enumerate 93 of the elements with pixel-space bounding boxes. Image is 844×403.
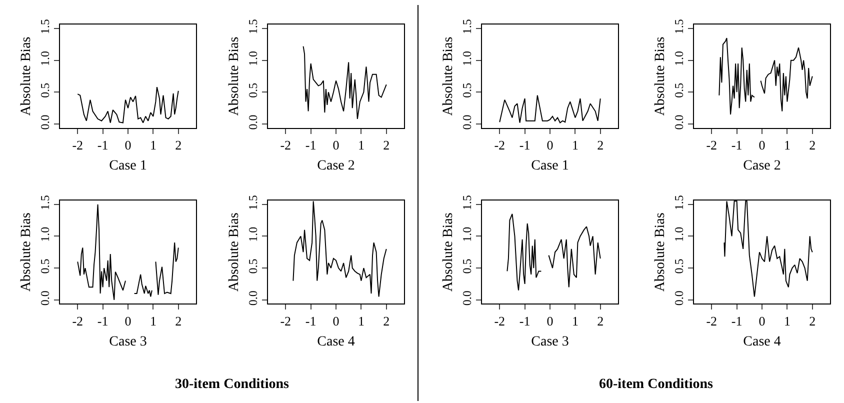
x-tick-label: -1 <box>731 137 742 152</box>
x-axis-title: Case 2 <box>317 158 355 174</box>
x-tick-label: -1 <box>305 313 316 328</box>
x-tick-label: 2 <box>383 137 390 152</box>
y-axis-title: Absolute Bias <box>226 36 242 116</box>
y-tick-label: 1.5 <box>672 195 686 210</box>
line-series <box>77 86 179 124</box>
y-tick-label: 0.0 <box>246 290 260 306</box>
x-tick-label: 0 <box>332 137 340 152</box>
y-axis-title: Absolute Bias <box>226 212 242 292</box>
x-tick-label: -2 <box>706 313 718 328</box>
x-tick-label: 0 <box>758 313 766 328</box>
y-axis-title: Absolute Bias <box>652 36 668 116</box>
x-tick-label: -2 <box>706 137 718 152</box>
x-tick-label: 2 <box>809 313 816 328</box>
y-tick-label: 0.5 <box>246 82 260 98</box>
y-tick-label: 1.5 <box>246 19 260 34</box>
y-tick-label: 1.0 <box>460 51 474 66</box>
x-tick-label: 1 <box>572 313 578 328</box>
line-series <box>499 94 601 124</box>
x-tick-label: -2 <box>280 137 292 152</box>
x-tick-label: -2 <box>494 137 506 152</box>
y-axis-title: Absolute Bias <box>440 36 456 116</box>
x-tick-label: 0 <box>758 137 766 152</box>
x-tick-label: 1 <box>572 137 578 152</box>
y-tick-label: 0.0 <box>246 114 260 130</box>
y-tick-label: 0.0 <box>460 114 474 130</box>
y-tick-label: 0.5 <box>672 82 686 98</box>
y-tick-label: 0.5 <box>246 258 260 274</box>
y-tick-label: 0.5 <box>460 82 474 98</box>
x-tick-label: 1 <box>358 313 364 328</box>
text: 60-item Conditions <box>599 377 714 392</box>
x-tick-label: 2 <box>175 137 182 152</box>
line-series <box>302 46 387 120</box>
y-tick-label: 1.5 <box>460 195 474 210</box>
y-axis-title: Absolute Bias <box>652 212 668 292</box>
x-tick-label: 1 <box>358 137 364 152</box>
x-axis-title: Case 3 <box>109 334 147 350</box>
x-tick-label: -2 <box>494 313 506 328</box>
x-tick-label: 0 <box>332 313 340 328</box>
y-tick-label: 0.0 <box>38 290 52 306</box>
y-tick-label: 1.5 <box>672 19 686 34</box>
x-tick-label: 0 <box>546 313 554 328</box>
y-tick-label: 1.0 <box>672 51 686 66</box>
y-axis-title: Absolute Bias <box>440 212 456 292</box>
x-tick-label: -1 <box>519 137 530 152</box>
x-tick-label: 2 <box>597 137 604 152</box>
x-axis-title: Case 3 <box>531 334 569 350</box>
x-tick-label: 0 <box>124 137 132 152</box>
y-tick-label: 1.0 <box>38 51 52 66</box>
x-axis-title: Case 4 <box>743 334 781 350</box>
y-tick-label: 0.5 <box>672 258 686 274</box>
y-tick-label: 1.5 <box>246 195 260 210</box>
y-tick-label: 1.5 <box>38 19 52 34</box>
y-tick-label: 1.5 <box>38 195 52 210</box>
x-axis-title: Case 2 <box>743 158 781 174</box>
y-tick-label: 1.0 <box>672 226 686 242</box>
x-tick-label: 2 <box>383 313 390 328</box>
y-tick-label: 1.0 <box>460 226 474 242</box>
x-tick-label: 1 <box>784 313 790 328</box>
x-tick-label: 2 <box>597 313 604 328</box>
x-tick-label: 1 <box>784 137 790 152</box>
text: 30-item Conditions <box>175 377 290 392</box>
y-tick-label: 1.0 <box>38 226 52 242</box>
x-tick-label: -1 <box>519 313 530 328</box>
y-tick-label: 1.5 <box>460 19 474 34</box>
y-tick-label: 0.0 <box>460 290 474 306</box>
x-tick-label: -2 <box>72 313 84 328</box>
x-axis-title: Case 4 <box>317 334 355 350</box>
y-tick-label: 0.0 <box>672 114 686 130</box>
x-tick-label: 0 <box>124 313 132 328</box>
y-axis-title: Absolute Bias <box>18 36 34 116</box>
y-axis-title: Absolute Bias <box>18 212 34 292</box>
x-tick-label: -1 <box>305 137 316 152</box>
x-tick-label: -2 <box>72 137 84 152</box>
y-tick-label: 0.0 <box>672 290 686 306</box>
x-tick-label: -1 <box>97 137 108 152</box>
x-tick-label: -2 <box>280 313 292 328</box>
x-tick-label: 2 <box>175 313 182 328</box>
x-tick-label: 1 <box>150 137 156 152</box>
x-tick-label: -1 <box>97 313 108 328</box>
x-tick-label: 2 <box>809 137 816 152</box>
y-tick-label: 0.0 <box>38 114 52 130</box>
x-axis-title: Case 1 <box>531 158 569 174</box>
y-tick-label: 0.5 <box>38 258 52 274</box>
x-tick-label: 0 <box>546 137 554 152</box>
y-tick-label: 0.5 <box>460 258 474 274</box>
y-tick-label: 1.0 <box>246 51 260 66</box>
x-tick-label: 1 <box>150 313 156 328</box>
x-axis-title: Case 1 <box>109 158 147 174</box>
x-tick-label: -1 <box>731 313 742 328</box>
y-tick-label: 1.0 <box>246 226 260 242</box>
y-tick-label: 0.5 <box>38 82 52 98</box>
